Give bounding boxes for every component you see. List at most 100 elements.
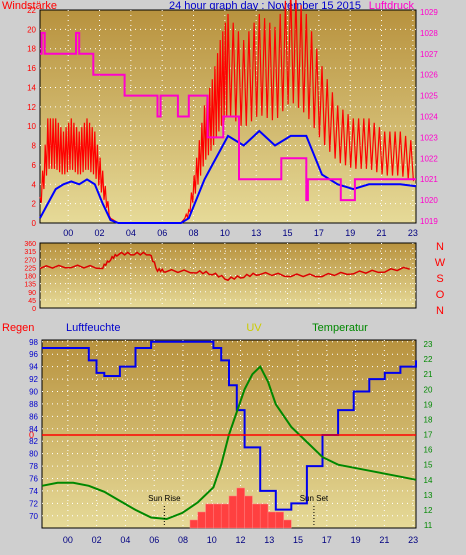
compass-label: N [436, 305, 444, 317]
wind-y-tick-label: 2 [32, 200, 37, 209]
humidity-y-tick-label: 72 [29, 499, 38, 508]
wind-y-tick-label: 8 [32, 142, 37, 151]
uv-bar [259, 503, 269, 529]
uv-bar [283, 519, 292, 529]
wind-x-tick-label: 23 [408, 228, 418, 238]
wind-x-tick-label: 21 [377, 228, 387, 238]
humidity-y-ticks: 70 72 74 76 78 80 82 84 86 88 90 92 94 96 98 [29, 338, 38, 521]
uv-bar [213, 503, 222, 529]
temperature-y-tick-label: 21 [424, 370, 433, 379]
climate-x-tick-label: 00 [63, 535, 73, 545]
uv-axis-title: UV [246, 322, 262, 334]
climate-x-tick-label: 19 [351, 535, 361, 545]
wind-x-tick-label: 10 [220, 228, 230, 238]
wind-y-tick-label: 22 [27, 6, 36, 15]
temperature-y-tick-label: 15 [424, 461, 433, 470]
pressure-y-tick-label: 1023 [420, 133, 438, 142]
sun-markers: Sun Rise Sun Set [148, 494, 329, 526]
temperature-y-tick-label: 17 [424, 431, 433, 440]
humidity-y-tick-label: 96 [29, 350, 38, 359]
wind-x-tick-label: 15 [283, 228, 293, 238]
humidity-axis-title: Luftfeuchte [66, 322, 120, 334]
direction-grid [40, 243, 416, 308]
pressure-y-ticks: 1019 1020 1021 1022 1023 1024 1025 1026 1027 1028… [420, 8, 438, 226]
pressure-axis-title: Luftdruck [369, 0, 415, 12]
temperature-y-tick-label: 13 [424, 491, 433, 500]
direction-y-tick-label: 90 [28, 290, 36, 297]
direction-series [39, 251, 410, 282]
wind-y-tick-label: 20 [27, 25, 36, 34]
wind-y-tick-label: 10 [27, 122, 36, 131]
wind-gust-line [39, 0, 414, 224]
wind-x-ticks: 00 02 04 06 08 10 13 15 17 19 21 23 [63, 228, 418, 238]
wind-x-tick-label: 19 [345, 228, 355, 238]
wind-y-tick-label: 4 [32, 180, 37, 189]
humidity-line [42, 340, 417, 511]
temperature-y-tick-label: 19 [424, 400, 433, 409]
pressure-line [40, 31, 416, 202]
climate-x-tick-label: 02 [92, 535, 102, 545]
direction-y-tick-label: 360 [24, 241, 36, 248]
temperature-y-tick-label: 14 [424, 476, 433, 485]
wind-y-tick-label: 18 [27, 45, 36, 54]
humidity-y-tick-label: 78 [29, 462, 38, 471]
direction-y-tick-label: 270 [24, 257, 36, 264]
compass-label: N [436, 241, 444, 253]
climate-x-tick-label: 06 [149, 535, 159, 545]
temperature-y-tick-label: 20 [424, 385, 433, 394]
wind-y-ticks: 0 2 4 6 8 10 12 14 16 18 20 22 [27, 6, 36, 228]
humidity-y-tick-label: 74 [29, 487, 38, 496]
direction-y-tick-label: 135 [24, 282, 36, 289]
temperature-y-ticks: 11 12 13 14 15 16 17 18 19 20 21 22 23 [424, 340, 433, 530]
humidity-y-tick-label: 70 [29, 512, 38, 521]
rain-zero-label: 0 [29, 430, 34, 440]
pressure-y-tick-label: 1027 [420, 50, 438, 59]
uv-bar [267, 511, 277, 529]
uv-bar [244, 495, 253, 529]
pressure-y-tick-label: 1020 [420, 196, 438, 205]
wind-y-tick-label: 6 [32, 161, 37, 170]
pressure-y-tick-label: 1025 [420, 92, 438, 101]
pressure-y-tick-label: 1028 [420, 29, 438, 38]
humidity-y-tick-label: 90 [29, 388, 38, 397]
pressure-y-tick-label: 1021 [420, 175, 438, 184]
climate-x-tick-label: 17 [322, 535, 332, 545]
uv-bar [220, 503, 230, 529]
uv-bar [252, 503, 261, 529]
uv-bar [228, 495, 238, 529]
pressure-y-tick-label: 1026 [420, 71, 438, 80]
direction-plot-area [39, 242, 417, 309]
wind-y-tick-label: 12 [27, 103, 36, 112]
climate-series [41, 340, 417, 521]
humidity-y-tick-label: 86 [29, 412, 38, 421]
wind-x-tick-label: 13 [251, 228, 261, 238]
direction-y-tick-label: 180 [24, 274, 36, 281]
pressure-y-tick-label: 1024 [420, 113, 438, 122]
direction-y-tick-label: 315 [24, 249, 36, 256]
wind-axis-title: Windstärke [2, 0, 57, 12]
temperature-y-tick-label: 18 [424, 415, 433, 424]
wind-x-tick-label: 17 [314, 228, 324, 238]
wind-y-tick-label: 16 [27, 64, 36, 73]
temperature-y-tick-label: 23 [424, 340, 433, 349]
uv-bar [197, 511, 206, 529]
climate-x-tick-label: 23 [408, 535, 418, 545]
direction-line [39, 251, 410, 282]
rain-axis-title: Regen [2, 322, 34, 334]
uv-bar [275, 511, 284, 529]
humidity-y-tick-label: 82 [29, 437, 38, 446]
wind-x-tick-label: 02 [95, 228, 105, 238]
climate-x-tick-label: 13 [264, 535, 274, 545]
humidity-y-tick-label: 88 [29, 400, 38, 409]
humidity-y-tick-label: 84 [29, 425, 38, 434]
climate-x-ticks: 00 02 04 06 08 10 12 13 15 17 19 21 23 [63, 535, 418, 545]
humidity-y-tick-label: 80 [29, 450, 38, 459]
sun-rise-label: Sun Rise [148, 494, 181, 503]
humidity-y-tick-label: 94 [29, 363, 38, 372]
direction-y-tick-label: 225 [24, 265, 36, 272]
compass-label: S [436, 273, 443, 285]
wind-y-tick-label: 0 [32, 219, 37, 228]
